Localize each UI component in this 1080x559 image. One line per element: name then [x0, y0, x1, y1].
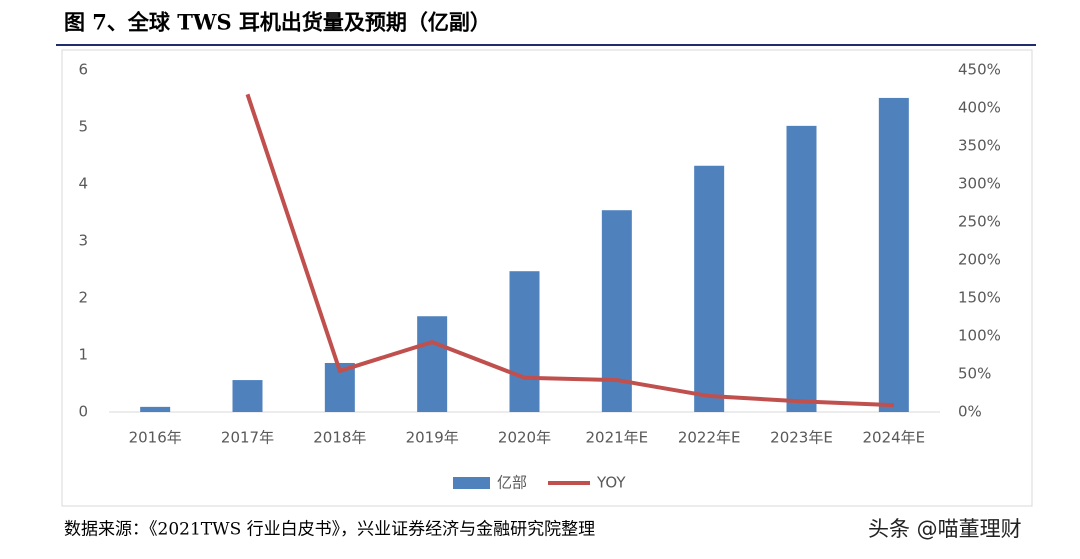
y-tick-label: 4	[78, 175, 88, 193]
x-tick-label: 2020年	[498, 429, 551, 447]
x-tick-label: 2018年	[313, 429, 366, 447]
x-tick-label: 2024年E	[863, 429, 926, 447]
y2-tick-label: 0%	[958, 403, 982, 421]
y2-tick-label: 200%	[958, 251, 1001, 269]
y-tick-label: 6	[78, 61, 88, 79]
x-tick-label: 2017年	[221, 429, 274, 447]
bar	[232, 380, 263, 412]
x-tick-label: 2023年E	[770, 429, 833, 447]
y-tick-label: 2	[78, 289, 88, 307]
legend-label: YOY	[596, 474, 626, 492]
x-tick-label: 2019年	[406, 429, 459, 447]
legend-swatch	[453, 477, 490, 489]
y-tick-label: 5	[78, 118, 88, 136]
x-tick-label: 2016年	[129, 429, 182, 447]
y2-tick-label: 350%	[958, 137, 1001, 155]
y-tick-label: 0	[78, 403, 88, 421]
y-tick-label: 3	[78, 232, 88, 250]
source-note: 数据来源：《2021TWS 行业白皮书》，兴业证券经济与金融研究院整理	[64, 520, 595, 540]
y2-tick-label: 450%	[958, 61, 1001, 79]
bar	[417, 316, 448, 412]
y2-tick-label: 150%	[958, 289, 1001, 307]
bar	[509, 271, 540, 412]
bar	[694, 165, 725, 412]
y2-tick-label: 400%	[958, 99, 1001, 117]
legend-label: 亿部	[497, 474, 527, 492]
bar	[140, 406, 171, 412]
y-tick-label: 1	[78, 346, 88, 364]
bar	[878, 97, 909, 413]
y2-tick-label: 250%	[958, 213, 1001, 231]
bar	[786, 125, 817, 413]
line	[245, 93, 894, 408]
y2-tick-label: 100%	[958, 327, 1001, 345]
watermark: 头条 @喵董理财	[868, 517, 1022, 541]
chart-title: 图 7、全球 TWS 耳机出货量及预期（亿副）	[64, 10, 491, 35]
x-tick-label: 2021年E	[586, 429, 649, 447]
y2-tick-label: 50%	[958, 365, 991, 383]
x-tick-label: 2022年E	[678, 429, 741, 447]
chart-frame	[61, 49, 1033, 507]
y2-tick-label: 300%	[958, 175, 1001, 193]
